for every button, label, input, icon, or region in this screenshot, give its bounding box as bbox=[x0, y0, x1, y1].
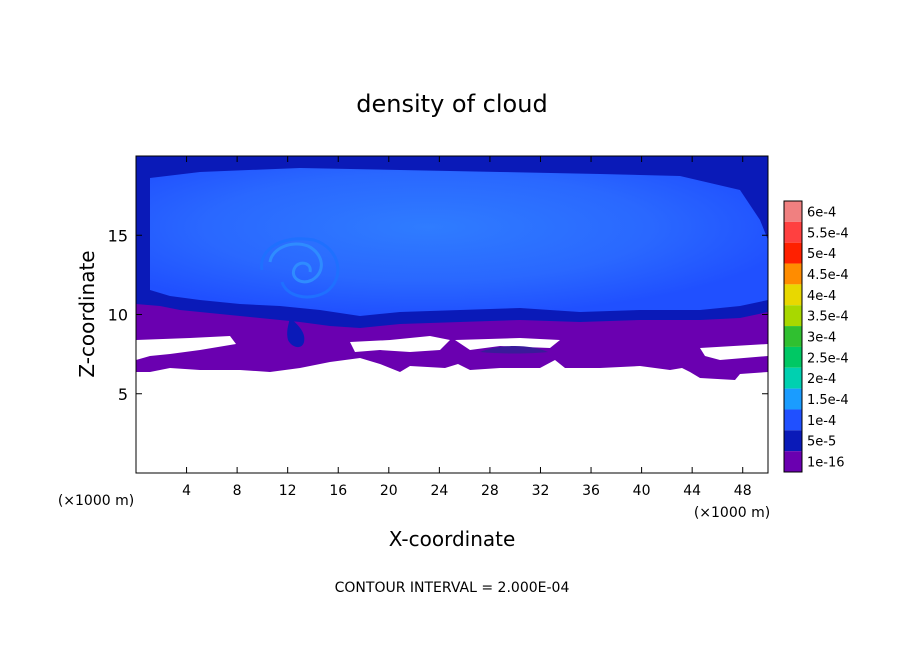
colorbar-label: 2e-4 bbox=[807, 372, 836, 387]
colorbar-label: 5e-5 bbox=[807, 435, 836, 450]
colorbar-label: 1e-16 bbox=[807, 456, 845, 471]
colorbar-frame bbox=[783, 200, 803, 473]
x-tick-label: 32 bbox=[532, 483, 550, 499]
x-unit-right: (×1000 m) bbox=[694, 505, 770, 521]
y-tick-label: 5 bbox=[118, 385, 128, 404]
lower-dark-band bbox=[480, 346, 548, 354]
x-tick-label: 12 bbox=[279, 483, 297, 499]
colorbar-swatch bbox=[784, 346, 802, 368]
eddy-wisp bbox=[287, 318, 305, 348]
x-tick-label: 4 bbox=[182, 483, 191, 499]
chart-title: density of cloud bbox=[356, 90, 547, 118]
colorbar-swatch bbox=[784, 201, 802, 222]
x-tick-label: 16 bbox=[329, 483, 347, 499]
x-tick-label: 48 bbox=[734, 483, 752, 499]
x-tick-label: 20 bbox=[380, 483, 398, 499]
x-tick-label: 24 bbox=[430, 483, 448, 499]
x-unit-left: (×1000 m) bbox=[58, 493, 134, 509]
colorbar-swatch bbox=[784, 263, 802, 285]
colorbar-label: 3e-4 bbox=[807, 331, 836, 346]
colorbar-label: 3.5e-4 bbox=[807, 310, 849, 325]
plot-area bbox=[136, 156, 768, 473]
x-tick-label: 44 bbox=[683, 483, 701, 499]
colorbar-swatch bbox=[784, 305, 802, 327]
colorbar-label: 1.5e-4 bbox=[807, 393, 849, 408]
colorbar-swatch bbox=[784, 284, 802, 306]
colorbar-swatch bbox=[784, 388, 802, 410]
y-tick-label: 15 bbox=[108, 226, 128, 245]
x-axis-label: X-coordinate bbox=[389, 527, 516, 551]
colorbar-swatch bbox=[784, 242, 802, 264]
gap-2 bbox=[350, 336, 450, 352]
colorbar-label: 2.5e-4 bbox=[807, 351, 849, 366]
colorbar-swatch bbox=[784, 221, 802, 243]
y-axis-label: Z-coordinate bbox=[75, 250, 99, 377]
gap-4 bbox=[700, 344, 768, 360]
colorbar-swatch bbox=[784, 409, 802, 431]
x-tick-label: 40 bbox=[633, 483, 651, 499]
colorbar-swatch bbox=[784, 451, 802, 472]
colorbar-label: 1e-4 bbox=[807, 414, 836, 429]
y-tick-label: 10 bbox=[108, 306, 128, 325]
contour-interval: CONTOUR INTERVAL = 2.000E-04 bbox=[335, 580, 570, 596]
x-tick-label: 8 bbox=[233, 483, 242, 499]
colorbar-label: 4e-4 bbox=[807, 289, 836, 304]
cloud-core bbox=[150, 168, 768, 316]
colorbar-label: 5e-4 bbox=[807, 247, 836, 262]
colorbar: 6e-4 5.5e-4 5e-4 4.5e-4 4e-4 3.5e-4 3e-4 2.5e-4… bbox=[783, 200, 849, 473]
gap-3 bbox=[455, 338, 560, 350]
colorbar-swatch bbox=[784, 367, 802, 389]
colorbar-swatch bbox=[784, 430, 802, 452]
colorbar-swatch bbox=[784, 326, 802, 347]
colorbar-label: 5.5e-4 bbox=[807, 226, 849, 241]
x-tick-label: 28 bbox=[481, 483, 499, 499]
colorbar-label: 6e-4 bbox=[807, 205, 836, 220]
x-tick-label: 36 bbox=[582, 483, 600, 499]
colorbar-label: 4.5e-4 bbox=[807, 268, 849, 283]
gap-1 bbox=[136, 336, 236, 360]
eddy-swirl bbox=[260, 237, 340, 299]
